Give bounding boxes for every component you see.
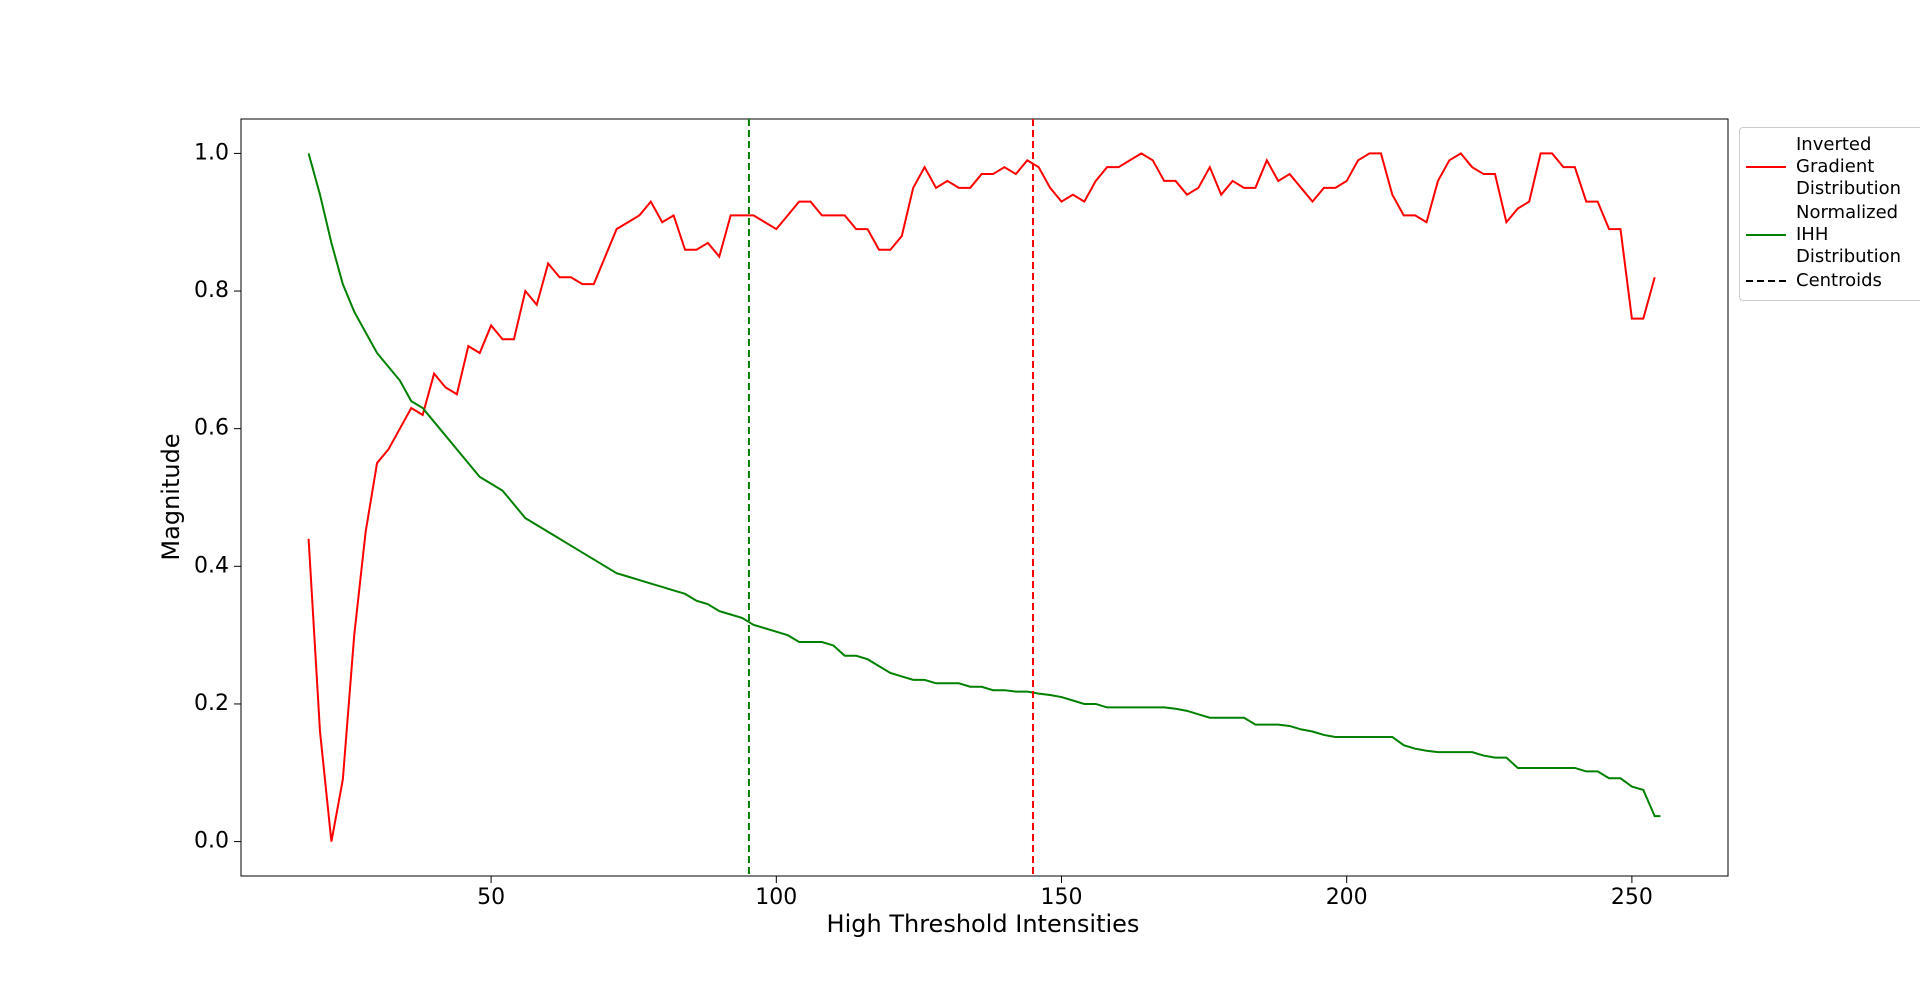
y-tick-label: 0.4 bbox=[194, 553, 229, 578]
legend-label: Centroids bbox=[1796, 270, 1882, 291]
y-tick-label: 0.6 bbox=[194, 416, 229, 441]
x-tick-label: 100 bbox=[755, 885, 797, 910]
y-tick-label: 1.0 bbox=[194, 140, 229, 165]
y-axis-label: Magnitude bbox=[157, 433, 185, 560]
y-tick-label: 0.0 bbox=[194, 829, 229, 854]
data-line bbox=[307, 152, 1656, 842]
legend-swatch bbox=[1746, 280, 1786, 282]
legend: Inverted Gradient Distribution Normalized… bbox=[1739, 127, 1920, 301]
legend-entry: Centroids bbox=[1740, 270, 1920, 292]
x-tick-label: 50 bbox=[477, 885, 505, 910]
legend-entry: Normalized IHH Distribution bbox=[1740, 202, 1920, 268]
legend-label: Inverted Gradient Distribution bbox=[1796, 134, 1902, 199]
y-tick-label: 0.8 bbox=[194, 278, 229, 303]
x-axis-label: High Threshold Intensities bbox=[827, 910, 1140, 938]
x-tick-label: 200 bbox=[1326, 885, 1368, 910]
legend-swatch bbox=[1746, 234, 1786, 236]
legend-label: Normalized IHH Distribution bbox=[1796, 202, 1902, 267]
y-tick-label: 0.2 bbox=[194, 691, 229, 716]
legend-swatch bbox=[1746, 166, 1786, 168]
data-line bbox=[307, 153, 1661, 818]
legend-entry: Inverted Gradient Distribution bbox=[1740, 134, 1920, 200]
plot-frame bbox=[240, 118, 1729, 877]
x-tick-label: 150 bbox=[1041, 885, 1083, 910]
x-tick-label: 250 bbox=[1611, 885, 1653, 910]
